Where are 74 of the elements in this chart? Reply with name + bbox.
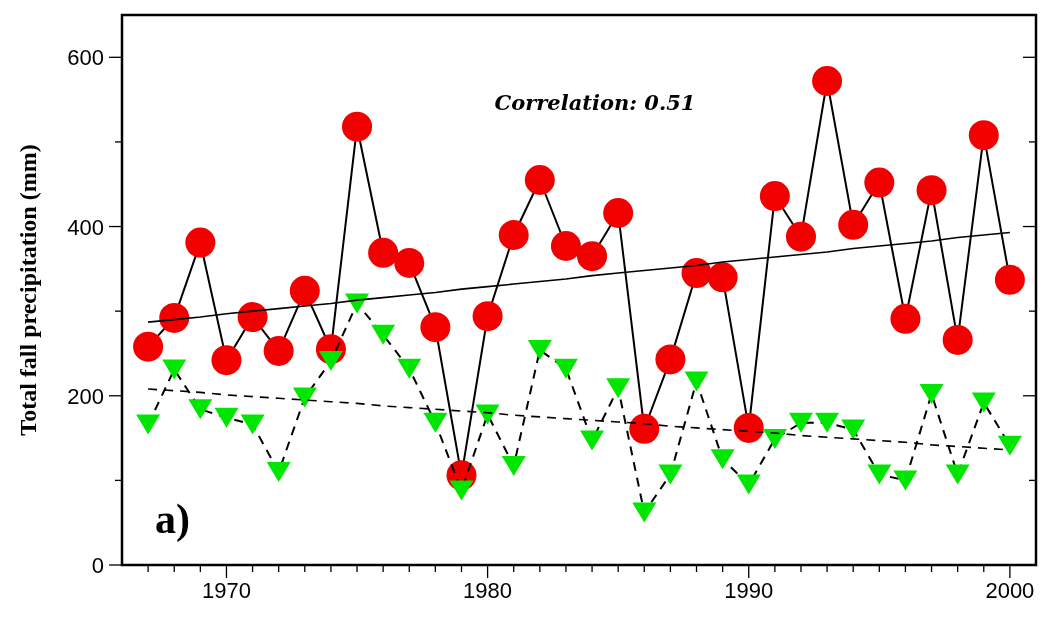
point <box>655 344 686 375</box>
point <box>890 303 921 334</box>
point <box>867 464 892 485</box>
y-tick-label: 0 <box>91 553 104 578</box>
point <box>684 371 709 392</box>
point <box>449 480 474 501</box>
y-axis-title: Total fall precipitation (mm) <box>15 144 41 436</box>
point <box>185 227 216 258</box>
point <box>394 247 425 278</box>
point <box>214 407 239 428</box>
point <box>759 181 790 212</box>
point <box>263 335 294 366</box>
point <box>498 220 529 250</box>
point <box>136 414 161 435</box>
point <box>893 470 918 491</box>
point <box>371 324 396 345</box>
point <box>710 449 735 470</box>
point <box>945 464 970 485</box>
point <box>942 324 973 355</box>
x-tick-label: 1970 <box>201 578 251 603</box>
point <box>919 384 944 405</box>
point <box>841 419 866 440</box>
point <box>815 412 840 433</box>
point <box>632 502 657 523</box>
point <box>211 345 242 376</box>
point <box>864 167 895 198</box>
point <box>968 120 999 151</box>
point <box>292 387 317 408</box>
point <box>580 430 605 451</box>
y-tick-label: 400 <box>67 214 104 240</box>
point <box>603 198 634 228</box>
point <box>289 275 320 306</box>
point <box>606 378 631 399</box>
point <box>420 312 451 343</box>
point <box>762 428 787 449</box>
point <box>524 165 555 195</box>
point <box>629 413 660 444</box>
point <box>785 221 816 252</box>
point <box>240 414 265 435</box>
point <box>133 331 164 362</box>
point <box>733 412 764 443</box>
y-tick-label: 200 <box>67 383 104 409</box>
y-tick-label: 600 <box>67 45 104 71</box>
point <box>994 264 1025 295</box>
point <box>550 231 581 261</box>
point <box>788 412 813 433</box>
annotation: a) <box>155 496 190 543</box>
point <box>162 359 187 380</box>
point <box>188 399 213 420</box>
point <box>658 464 683 485</box>
point <box>266 461 291 482</box>
point <box>971 392 996 413</box>
point <box>527 340 552 361</box>
point <box>553 358 578 379</box>
x-tick-label: 2000 <box>985 578 1035 603</box>
point <box>237 302 268 333</box>
point <box>577 241 608 272</box>
point <box>916 175 947 206</box>
point <box>997 435 1022 456</box>
point <box>812 66 843 96</box>
point <box>501 456 526 476</box>
point <box>368 237 399 268</box>
point <box>397 358 422 379</box>
point <box>423 412 448 433</box>
annotation: Correlation: 0.51 <box>494 90 696 115</box>
point <box>838 209 869 240</box>
point <box>736 474 761 495</box>
point <box>159 302 190 333</box>
point <box>707 262 738 293</box>
point <box>472 301 503 332</box>
x-tick-label: 1980 <box>463 578 513 603</box>
x-tick-label: 1990 <box>724 578 774 603</box>
point <box>342 111 373 142</box>
point <box>475 404 500 425</box>
